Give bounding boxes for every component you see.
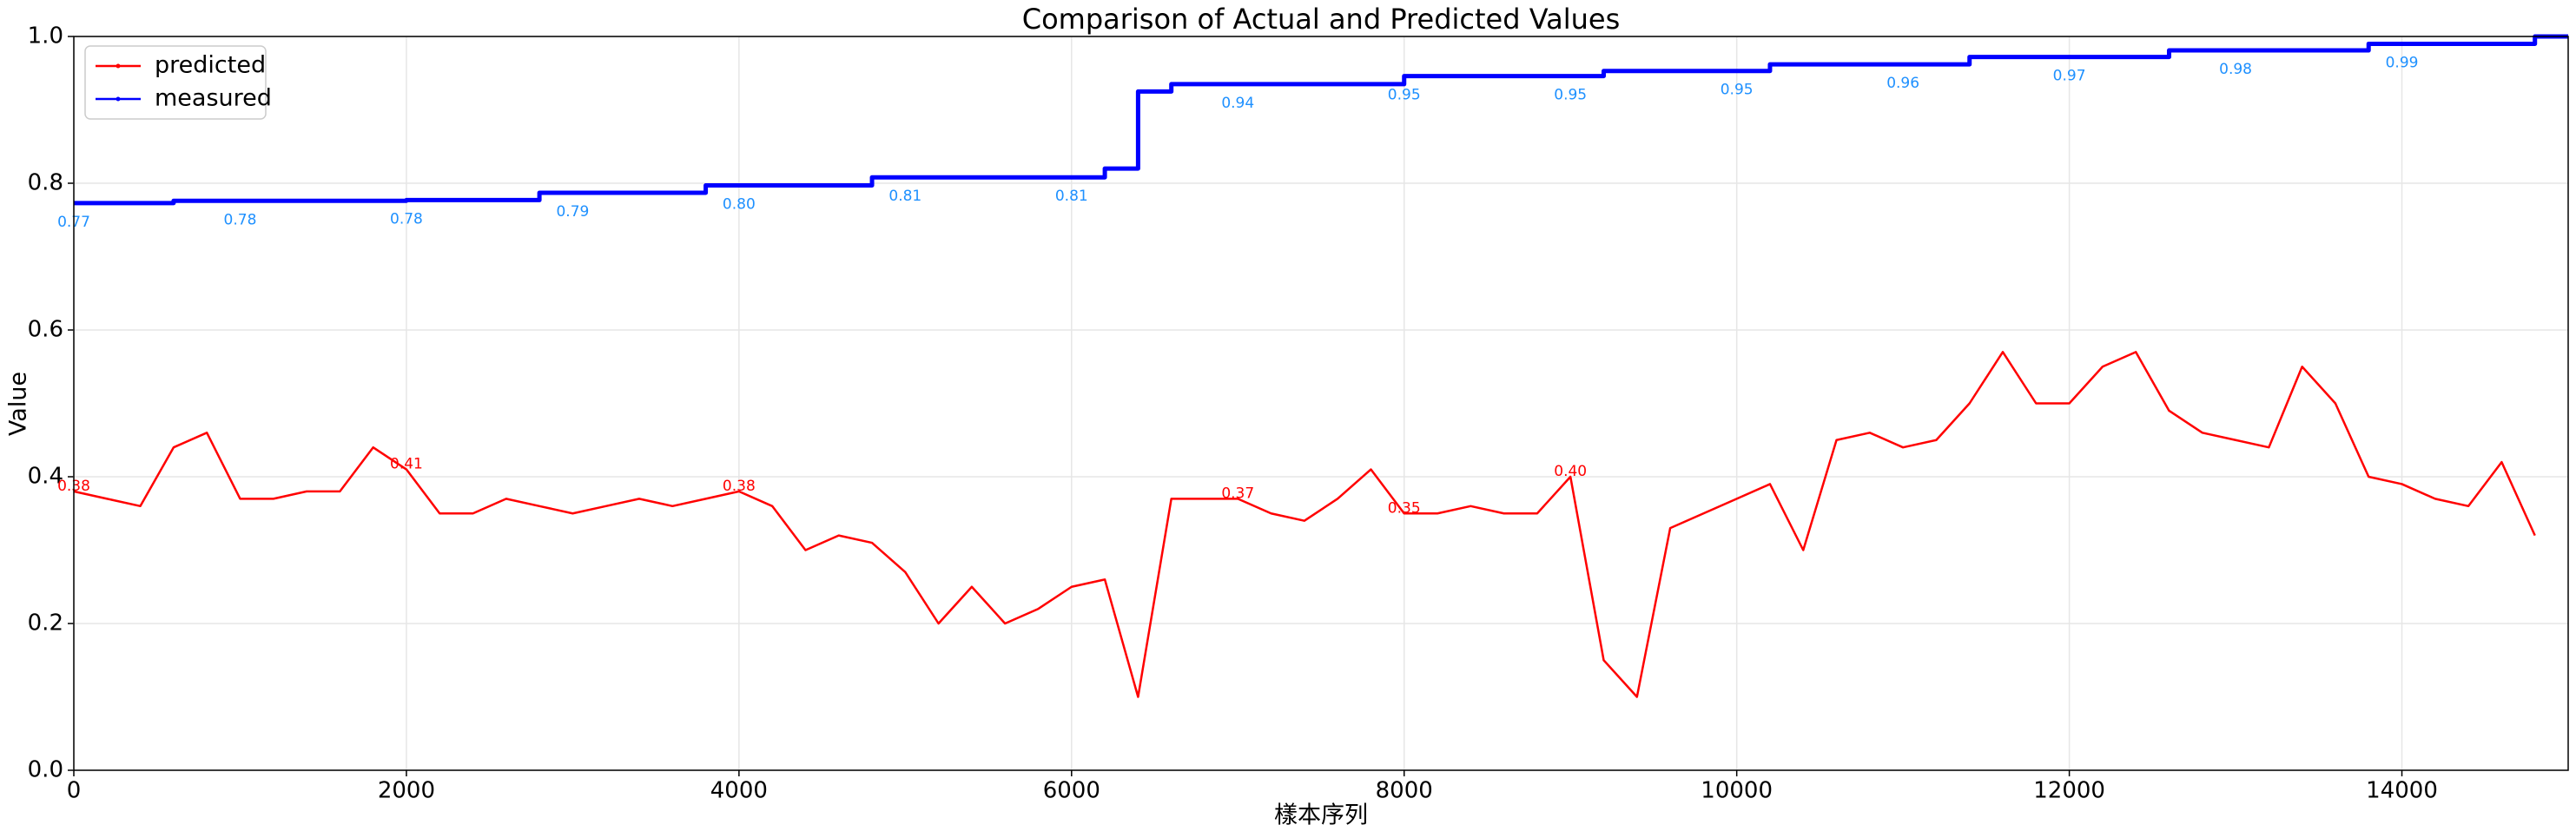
legend-label: predicted [155,52,266,79]
series-line [73,351,2536,698]
legend: predicted measured [84,45,272,120]
y-tick-label: 0.8 [28,170,63,196]
value-label: 0.38 [723,478,756,495]
value-label: 0.41 [390,456,423,473]
value-label: 0.37 [1221,485,1254,502]
legend-marker [116,96,121,102]
value-label: 0.35 [1388,499,1421,517]
x-tick-label: 2000 [378,778,435,804]
legend-box [84,45,267,120]
value-label: 0.96 [1886,75,1919,92]
value-label: 0.99 [2386,54,2419,71]
x-tick-label: 10000 [1701,778,1773,804]
x-tick-label: 14000 [2366,778,2438,804]
x-axis-label: 樣本序列 [1274,802,1368,829]
y-tick-label: 0.2 [28,610,63,637]
value-label: 0.97 [2053,68,2086,85]
value-label: 0.79 [556,203,589,221]
value-label: 0.95 [1721,82,1754,99]
legend-label: measured [155,85,272,112]
value-label: 0.78 [224,211,257,228]
value-label: 0.80 [723,196,756,214]
legend-marker [116,63,121,69]
x-tick-label: 0 [67,778,82,804]
y-tick-label: 1.0 [28,23,63,49]
value-label: 0.98 [2219,61,2252,78]
value-label: 0.94 [1221,95,1254,112]
y-tick-label: 0.0 [28,757,63,783]
series-line [74,34,2568,206]
value-label: 0.95 [1554,87,1587,104]
x-tick-label: 6000 [1043,778,1100,804]
y-tick-label: 0.4 [28,464,63,490]
value-label: 0.78 [390,210,423,228]
x-tick-label: 8000 [1376,778,1433,804]
value-label: 0.81 [888,188,921,205]
y-tick-label: 0.6 [28,317,63,343]
value-label: 0.40 [1554,463,1587,480]
y-axis-label: Value [5,372,32,436]
value-label: 0.81 [1055,188,1088,205]
x-tick-label: 4000 [710,778,768,804]
chart-title: Comparison of Actual and Predicted Value… [1022,3,1621,36]
value-label: 0.95 [1388,87,1421,104]
x-tick-label: 12000 [2033,778,2105,804]
plot-frame [73,36,2569,771]
